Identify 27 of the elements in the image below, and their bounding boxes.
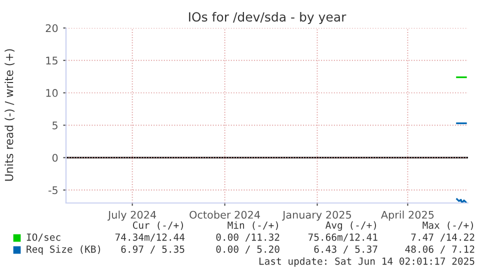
text: 75.66m/12.41 [308, 233, 378, 242]
y-tick-label: 20 [46, 24, 58, 32]
x-tick-label: October 2024 [190, 210, 260, 219]
legend-label: Req Size (KB) [26, 245, 100, 255]
text: 7.47 /14.22 [411, 233, 474, 242]
text: Cur (-/+) [132, 221, 183, 230]
y-tick-label: 10 [46, 89, 58, 97]
text: Last update: Sat Jun 14 02:01:17 2025 [259, 257, 474, 267]
y-tick-label: 0 [52, 154, 58, 162]
y-tick-label: -5 [48, 186, 58, 194]
legend-label: IO/sec [26, 233, 60, 242]
y-tick-label: 5 [52, 122, 58, 130]
x-tick-label: July 2024 [108, 210, 156, 221]
text: Avg (-/+) [326, 221, 376, 231]
text: 0.00 / 5.20 [216, 245, 280, 254]
y-axis-title: Units read (-) / write (+) [4, 49, 15, 181]
text: Min (-/+) [228, 221, 278, 230]
text: 0.00 /11.32 [216, 233, 280, 242]
x-tick-label: April 2025 [380, 210, 434, 221]
text: 48.06 / 7.12 [405, 245, 474, 254]
text: 6.43 / 5.37 [314, 245, 378, 254]
text: 74.34m/12.44 [115, 233, 185, 242]
text: Max (-/+) [422, 221, 473, 230]
text: 6.97 / 5.35 [121, 245, 184, 254]
y-tick-label: 15 [46, 56, 58, 65]
chart-title: IOs for /dev/sda - by year [189, 12, 346, 24]
x-tick-label: January 2025 [282, 210, 351, 221]
